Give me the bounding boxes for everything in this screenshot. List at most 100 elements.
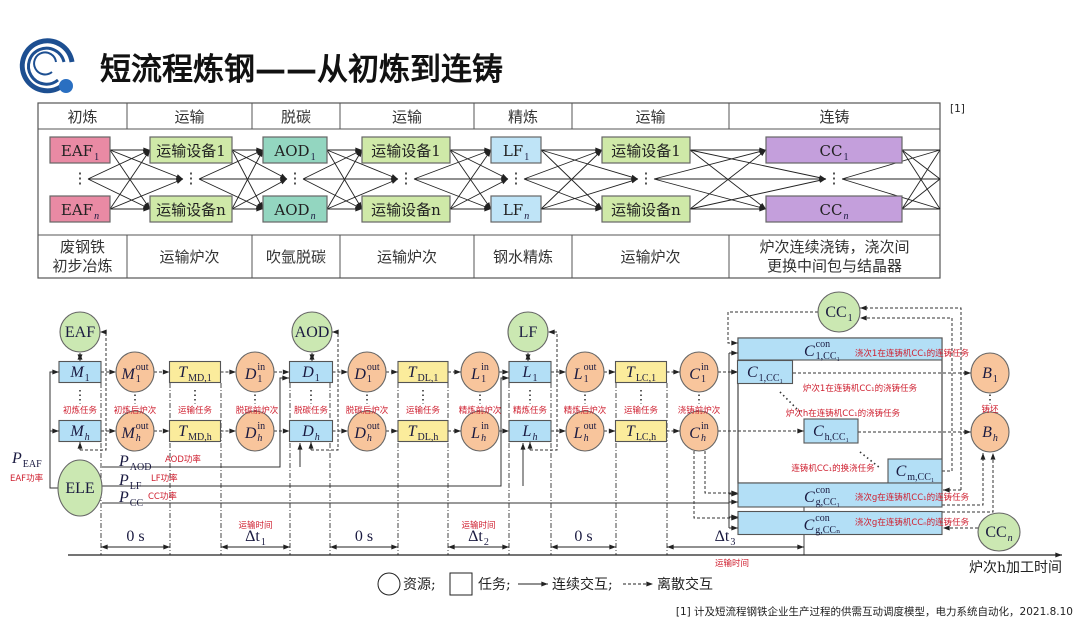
node-label: D — [353, 425, 366, 442]
equipment-box-bottom — [361, 195, 451, 223]
node-label-superscript: con — [816, 339, 830, 350]
heat-circle — [235, 410, 275, 452]
resource-circle — [57, 459, 103, 517]
task-box — [397, 419, 449, 443]
discrete-link — [530, 329, 558, 451]
node-label-subscript: 1 — [848, 313, 853, 324]
legend-discrete: 离散交互 — [657, 576, 713, 593]
diagram-links — [49, 305, 996, 531]
node-c1cc: C 1,CC₁ — [736, 359, 794, 385]
node-label: C — [689, 366, 700, 383]
node-label-superscript: in — [481, 362, 489, 373]
node-label: C — [813, 423, 824, 440]
equipment-box-top — [262, 136, 328, 164]
node-label-superscript: out — [584, 362, 597, 373]
equipment-label: 运输设备n — [371, 201, 441, 219]
annotation-l-out: 精炼后炉次 — [564, 405, 607, 416]
equipment-label: AOD — [273, 201, 309, 219]
power-note-cc: CC功率 — [148, 491, 177, 502]
node-label-subscript: m,CC₁ — [907, 472, 934, 483]
logo-inner-arc-icon — [27, 46, 66, 86]
column-description: 初步冶炼 — [52, 257, 112, 275]
equipment-label: CC — [820, 201, 843, 219]
ellipsis-dots: ⋮ — [73, 169, 88, 187]
discrete-link — [80, 329, 107, 451]
column-header: 运输 — [174, 108, 204, 126]
node-label-subscript: 1 — [136, 374, 141, 385]
node-label-subscript: 1 — [85, 373, 90, 384]
node-label-superscript: in — [257, 362, 265, 373]
node-label-subscript: 1 — [481, 374, 486, 385]
legend-resource-circle-icon — [377, 572, 401, 596]
node-label: T — [178, 364, 188, 381]
power-note-aod: AOD功率 — [165, 454, 201, 465]
heat-circle — [235, 351, 275, 393]
node-label-subscript: h,CC₁ — [825, 432, 849, 443]
equipment-label: 运输设备n — [611, 201, 681, 219]
node-label-subscript: 1 — [367, 374, 372, 385]
flow-arrow — [109, 149, 151, 210]
ellipsis-dots: ⋮ — [184, 169, 199, 187]
node-eaf: EAF — [59, 311, 101, 353]
axis-label: 炉次h加工时间 — [969, 560, 1062, 576]
flow-arrow — [449, 149, 509, 180]
node-ele: ELE — [57, 459, 103, 517]
flow-arrow — [326, 178, 399, 210]
power-label-eaf: P — [11, 450, 22, 467]
interval-note: 运输时间 — [238, 520, 272, 531]
equipment-box-bottom — [262, 195, 328, 223]
heat-circle — [115, 410, 155, 452]
flow-arrow — [302, 178, 363, 210]
node-label: C — [896, 463, 907, 480]
node-label: EAF — [65, 324, 95, 341]
column-header: 运输 — [635, 108, 665, 126]
power-note-lf: LF功率 — [151, 473, 178, 484]
annotation-c-in: 浇铸前炉次 — [678, 405, 721, 416]
node-label: L — [573, 366, 583, 383]
flow-arrow — [901, 149, 941, 210]
flow-arrow — [540, 149, 603, 210]
node-label-superscript: out — [584, 421, 597, 432]
power-note-eaf: EAF功率 — [10, 473, 44, 484]
node-tlch: T LC,h — [614, 419, 668, 443]
annotation-chcc: 炉次h在连铸机CC₁的浇铸任务 — [786, 408, 901, 419]
discrete-link — [860, 315, 953, 472]
node-label-subscript: h — [136, 433, 141, 444]
column-header: 连铸 — [819, 108, 849, 126]
resource-circle — [977, 512, 1021, 552]
node-label-superscript: out — [136, 421, 149, 432]
legend: 资源; 任务; 连续交互; 离散交互 — [377, 572, 713, 596]
flow-arrow — [413, 149, 492, 180]
node-label-subscript: h — [85, 432, 90, 443]
interval-label: Δt — [715, 528, 730, 545]
node-label-subscript: 1 — [701, 374, 706, 385]
interval-label: 0 s — [355, 528, 373, 545]
flow-arrow — [540, 178, 639, 210]
node-label-superscript: in — [701, 362, 709, 373]
node-label: L — [470, 366, 480, 383]
equipment-box-top — [149, 136, 233, 164]
flow-arrow — [109, 149, 184, 180]
power-label-eaf-subscript: EAF — [23, 459, 42, 470]
discrete-link — [942, 452, 986, 506]
heat-circle — [970, 411, 1010, 453]
node-label-superscript: in — [257, 421, 265, 432]
node-label-subscript: n — [1008, 533, 1013, 544]
flow-arrow — [231, 149, 288, 180]
flow-arrow — [449, 178, 509, 210]
equipment-box-top — [49, 136, 111, 164]
equipment-label: EAF — [61, 142, 93, 160]
node-label-subscript: 1 — [532, 373, 537, 384]
interval-note: 运输时间 — [461, 520, 495, 531]
column-header: 脱碳 — [281, 108, 311, 126]
equipment-label: LF — [503, 201, 523, 219]
